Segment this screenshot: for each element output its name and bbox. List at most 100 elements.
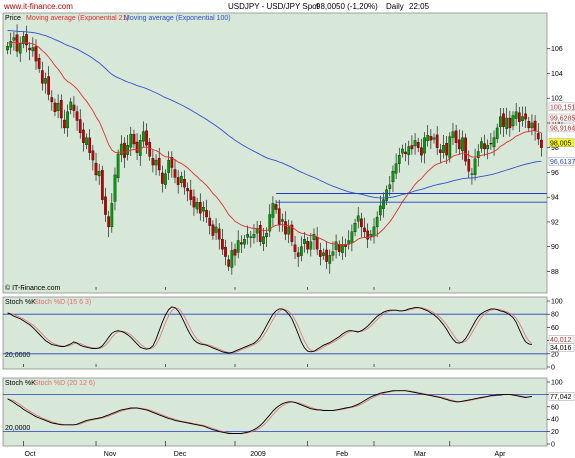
candle-body — [100, 170, 104, 200]
price-tick-label: 102 — [551, 96, 563, 103]
stoch1-ref-label: 20,0000 — [5, 352, 30, 359]
candle-body — [221, 239, 224, 250]
candle-body — [467, 159, 471, 172]
candle-body — [142, 131, 145, 142]
candle-body — [119, 143, 123, 156]
candle-body — [360, 218, 363, 228]
candle-body — [318, 250, 322, 257]
legend-price: Price — [5, 15, 21, 22]
candle-body — [258, 225, 262, 242]
candle-body — [205, 209, 208, 218]
candle-body — [85, 137, 88, 145]
x-tick-label: Dec — [174, 451, 187, 458]
candle-body — [511, 115, 515, 127]
price-tick-label: 94 — [551, 195, 559, 202]
candle-body — [445, 143, 449, 156]
candle-body — [246, 234, 250, 238]
candle-body — [353, 223, 357, 233]
copyright-footer: © IT-Finance.com — [5, 284, 61, 292]
candle-body — [341, 245, 344, 253]
candle-body — [416, 142, 420, 148]
candle-body — [457, 139, 461, 150]
candle-body — [129, 133, 133, 148]
candle-body — [170, 156, 174, 168]
candle-body — [284, 221, 287, 235]
candle-body — [410, 145, 414, 150]
candle-body — [195, 202, 199, 210]
candle-body — [230, 250, 234, 268]
candle-body — [202, 206, 205, 212]
candle-body — [536, 133, 540, 140]
price-value-label: 98,005 — [550, 140, 572, 147]
candle-body — [448, 136, 452, 159]
price-value-box — [548, 138, 575, 147]
candle-body — [161, 172, 164, 184]
candle-body — [404, 151, 407, 155]
candle-body — [183, 178, 186, 188]
candle-body — [88, 137, 92, 153]
stoch1-tick-label: 20 — [551, 351, 559, 358]
stoch2-tick-label: 40 — [551, 417, 559, 424]
candle-body — [476, 151, 480, 159]
candle-body — [173, 169, 177, 178]
candle-body — [502, 113, 505, 127]
stoch1-value-label: 40,012 — [550, 337, 572, 344]
price-tick-label: 90 — [551, 244, 559, 251]
stoch2-tick-label: 100 — [551, 380, 563, 387]
stoch1-value-box — [548, 343, 575, 352]
candle-body — [521, 116, 524, 121]
price-value-box — [548, 123, 575, 133]
last-price-change: 98,0050 (-1,20%) — [316, 2, 378, 11]
candle-body — [356, 215, 360, 222]
candle-body — [31, 47, 35, 52]
candle-body — [426, 135, 430, 141]
candle-body — [63, 119, 66, 129]
time-label: 22:05 — [409, 2, 430, 11]
candle-body — [265, 232, 268, 237]
candle-body — [378, 205, 382, 216]
candle-body — [274, 204, 278, 210]
candle-body — [388, 184, 392, 189]
candle-body — [530, 122, 534, 129]
stoch1-value-label: 34,016 — [550, 345, 572, 352]
candle-body — [189, 189, 193, 200]
candle-body — [281, 219, 284, 222]
candle-body — [268, 214, 272, 232]
legend-stoch1-k: Stoch %K — [5, 299, 36, 306]
candle-body — [423, 137, 426, 154]
stoch2-tick-label: 60 — [551, 404, 559, 411]
candle-body — [464, 137, 467, 162]
candle-body — [486, 145, 490, 150]
candle-body — [514, 111, 518, 119]
candle-body — [429, 136, 433, 141]
candle-body — [59, 100, 63, 119]
stoch2-value-box — [548, 392, 575, 401]
candle-body — [66, 111, 69, 129]
legend-ema-21: Moving average (Exponential 21) — [26, 15, 129, 22]
price-value-box — [548, 157, 575, 166]
candle-body — [492, 137, 496, 148]
price-value-label: 98,9164 — [550, 125, 575, 132]
candle-body — [287, 226, 291, 235]
candle-body — [138, 140, 142, 156]
candle-body — [208, 217, 212, 226]
x-tick-label: Oct — [25, 451, 36, 458]
candle-body — [524, 113, 527, 120]
price-value-label: 100,151 — [550, 104, 575, 111]
candle-body — [69, 101, 73, 111]
ema-21-line — [7, 41, 542, 246]
stoch1-tick-label: 80 — [551, 312, 559, 319]
candle-body — [540, 139, 543, 148]
stoch1-legend: Stoch %K Stoch %D (15 6 3) — [5, 299, 91, 306]
stoch2-tick-label: 0 — [551, 442, 555, 449]
candle-body — [236, 240, 240, 253]
candle-body — [53, 102, 57, 112]
candle-body — [391, 171, 395, 183]
price-plot — [6, 24, 547, 275]
candle-body — [72, 104, 76, 111]
candle-body — [401, 148, 404, 154]
candle-body — [148, 142, 152, 157]
candle-body — [382, 199, 385, 209]
candle-body — [176, 177, 180, 185]
candle-body — [413, 140, 417, 147]
